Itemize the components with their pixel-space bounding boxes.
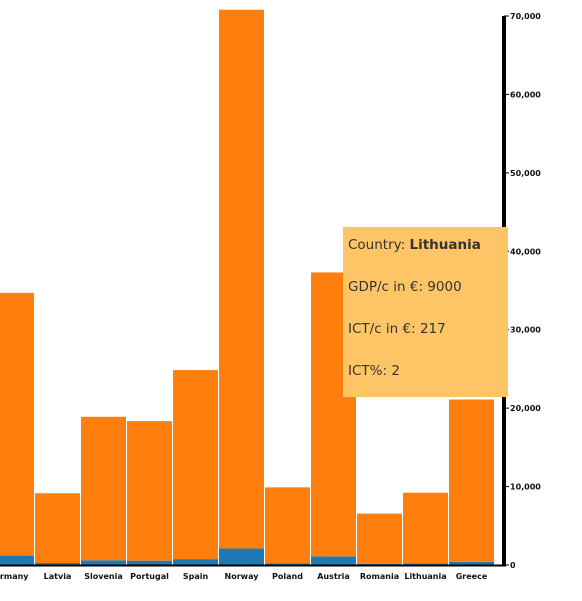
bar-romania-series-2[interactable] [357,513,402,564]
bar-spain-series-2[interactable] [173,370,218,560]
y-tick-label: 0 [510,561,516,570]
x-tick-label: Romania [360,572,399,581]
tooltip-ict-percent-value: 2 [391,363,400,379]
bar-slovenia-series-2[interactable] [81,416,126,561]
bar-spain-series-1[interactable] [173,559,218,565]
x-tick-label: Norway [225,572,260,581]
x-tick-label: Austria [317,572,350,581]
x-tick-label: Portugal [130,572,169,581]
x-axis-labels: ermany Latvia Slovenia Portugal Spain Norway P… [0,572,488,581]
bar-germany-series-2[interactable] [0,292,34,556]
x-tick-label: Lithuania [404,572,446,581]
bar-poland-series-2[interactable] [265,487,310,564]
x-tick-label: Poland [272,572,303,581]
bar-slovenia-series-1[interactable] [81,560,126,565]
tooltip-country: Country: Lithuania [348,237,481,253]
bar-lithuania-series-1[interactable] [403,563,448,565]
y-tick-label: 40,000 [510,247,541,256]
tooltip: Country: Lithuania GDP/c in €: 9000 ICT/… [343,227,508,397]
x-tick-label: ermany [0,572,29,581]
y-tick-label: 10,000 [510,483,541,492]
bar-romania-series-1[interactable] [357,563,402,565]
tooltip-gdp: GDP/c in €: 9000 [348,279,462,295]
bar-greece-series-2[interactable] [449,399,494,562]
x-tick-label: Slovenia [84,572,122,581]
tooltip-ict: ICT/c in €: 217 [348,321,446,337]
y-tick-label: 50,000 [510,169,541,178]
bar-latvia-series-1[interactable] [35,563,80,565]
bar-lithuania-series-2[interactable] [403,492,448,564]
y-tick-label: 30,000 [510,326,541,335]
bar-portugal-series-2[interactable] [127,421,172,561]
tooltip-gdp-value: 9000 [427,279,462,295]
bar-portugal-series-1[interactable] [127,560,172,565]
tooltip-ict-value: 217 [419,321,446,337]
bar-germany-series-1[interactable] [0,555,34,565]
y-tick-label: 60,000 [510,90,541,99]
bars-group [0,9,494,565]
bar-greece-series-1[interactable] [449,561,494,565]
bar-austria-series-1[interactable] [311,556,356,565]
tooltip-country-value: Lithuania [409,237,481,253]
x-tick-label: Spain [183,572,209,581]
bar-latvia-series-2[interactable] [35,493,80,564]
tooltip-ict-percent: ICT%: 2 [348,363,400,379]
bar-norway-series-1[interactable] [219,548,264,565]
y-tick-label: 70,000 [510,12,541,21]
y-tick-label: 20,000 [510,404,541,413]
bar-norway-series-2[interactable] [219,9,264,549]
x-tick-label: Greece [456,572,488,581]
bar-poland-series-1[interactable] [265,563,310,565]
x-tick-label: Latvia [44,572,72,581]
